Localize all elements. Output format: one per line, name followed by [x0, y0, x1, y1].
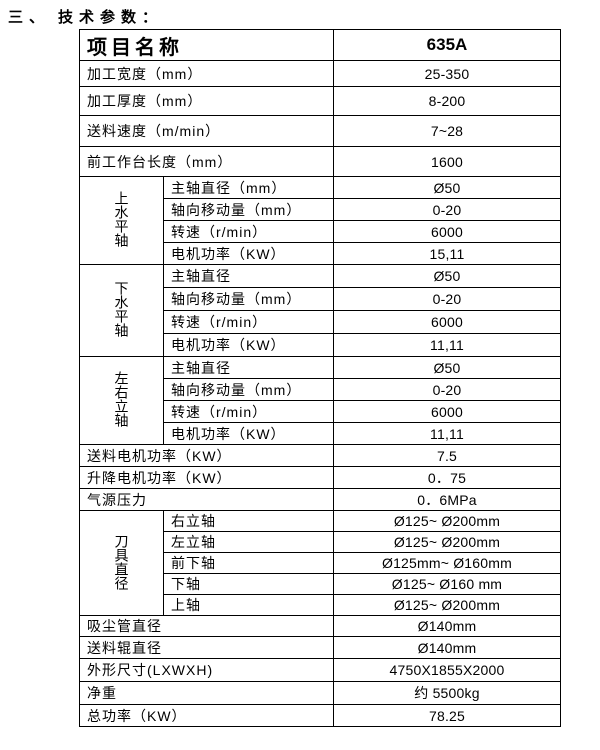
spec-label: 电机功率（KW）	[163, 422, 334, 445]
spec-label: 前工作台长度（mm）	[79, 146, 334, 177]
spec-label: 轴向移动量（mm）	[163, 287, 334, 311]
row-processing-thickness: 加工厚度（mm） 8-200	[79, 86, 561, 116]
row-tool-right-vertical-shaft: 刀具直径 右立轴 Ø125~ Ø200mm	[79, 510, 561, 616]
column-header-item-name: 项目名称	[79, 29, 334, 61]
group-label-lower-horizontal-shaft: 下水平轴	[79, 264, 164, 357]
spec-value: 1600	[333, 146, 561, 177]
spec-value: Ø140mm	[333, 636, 561, 659]
row-air-pressure: 气源压力 0．6MPa	[79, 488, 561, 511]
spec-value: Ø50	[333, 176, 561, 199]
spec-label: 外形尺寸(LXWXH)	[79, 658, 334, 682]
spec-label: 气源压力	[79, 488, 334, 511]
row-net-weight: 净重 约 5500kg	[79, 681, 561, 705]
spec-value: 0．6MPa	[333, 488, 561, 511]
row-lower-spindle-diameter: 下水平轴 主轴直径 Ø50	[79, 264, 561, 357]
spec-value: 0．75	[333, 466, 561, 489]
group-label-text: 下水平轴	[113, 281, 130, 337]
spec-value: Ø50	[333, 356, 561, 379]
spec-value: Ø125~ Ø200mm	[333, 594, 561, 616]
spec-value: 6000	[333, 400, 561, 423]
spec-label: 主轴直径	[163, 264, 334, 288]
column-header-model: 635A	[333, 29, 561, 61]
spec-value: 78.25	[333, 704, 561, 727]
spec-table: 项目名称 635A 加工宽度（mm） 25-350 加工厚度（mm） 8-200…	[79, 29, 561, 727]
spec-label: 送料辊直径	[79, 636, 334, 659]
spec-value: Ø50	[333, 264, 561, 288]
group-label-text: 左右立轴	[113, 371, 130, 427]
spec-label: 上轴	[163, 594, 334, 616]
spec-value: Ø125~ Ø160 mm	[333, 573, 561, 595]
row-lift-motor-power: 升降电机功率（KW） 0．75	[79, 466, 561, 489]
group-label-tool-diameter: 刀具直径	[79, 510, 164, 616]
section-number: 三、	[8, 9, 51, 26]
row-lower-motor-power: 电机功率（KW） 11,11	[80, 333, 561, 357]
spec-value: 11,11	[333, 422, 561, 445]
spec-value: 7.5	[333, 444, 561, 467]
row-dust-pipe-diameter: 吸尘管直径 Ø140mm	[79, 615, 561, 637]
group-label-text: 上水平轴	[113, 191, 130, 247]
spec-value: 0-20	[333, 378, 561, 401]
spec-value: 0-20	[333, 287, 561, 311]
group-label-upper-horizontal-shaft: 上水平轴	[79, 176, 164, 265]
spec-label: 转速（r/min）	[163, 400, 334, 423]
spec-value: 7~28	[333, 115, 561, 147]
row-total-power: 总功率（KW） 78.25	[79, 704, 561, 727]
spec-value: 8-200	[333, 86, 561, 116]
spec-value: 25-350	[333, 60, 561, 87]
spec-label: 加工宽度（mm）	[79, 60, 334, 87]
row-side-spindle-diameter: 左右立轴 主轴直径 Ø50	[79, 356, 561, 445]
spec-label: 转速（r/min）	[163, 220, 334, 243]
spec-label: 净重	[79, 681, 334, 705]
spec-value: 4750X1855X2000	[333, 658, 561, 682]
row-feed-roller-diameter: 送料辊直径 Ø140mm	[79, 636, 561, 659]
spec-value: 约 5500kg	[333, 681, 561, 705]
spec-value: Ø125~ Ø200mm	[333, 531, 561, 553]
spec-label: 总功率（KW）	[79, 704, 334, 727]
row-side-rotation-speed: 转速（r/min） 6000	[80, 400, 561, 423]
row-upper-spindle-diameter: 上水平轴 主轴直径（mm） Ø50	[79, 176, 561, 265]
spec-label: 电机功率（KW）	[163, 242, 334, 265]
section-title-text: 技术参数：	[58, 9, 164, 26]
spec-value: 6000	[333, 310, 561, 334]
spec-value: 6000	[333, 220, 561, 243]
row-tool-left-vertical-shaft: 左立轴 Ø125~ Ø200mm	[80, 531, 561, 553]
spec-value: Ø140mm	[333, 615, 561, 637]
row-tool-lower-shaft: 下轴 Ø125~ Ø160 mm	[80, 573, 561, 595]
group-label-text: 刀具直径	[113, 533, 130, 590]
spec-label: 左立轴	[163, 531, 334, 553]
spec-label: 加工厚度（mm）	[79, 86, 334, 116]
spec-value: 15,11	[333, 242, 561, 265]
row-feed-motor-power: 送料电机功率（KW） 7.5	[79, 444, 561, 467]
spec-value: 0-20	[333, 198, 561, 221]
row-front-table-length: 前工作台长度（mm） 1600	[79, 146, 561, 177]
spec-label: 前下轴	[163, 552, 334, 574]
spec-label: 主轴直径	[163, 356, 334, 379]
spec-label: 右立轴	[163, 510, 334, 532]
spec-value: Ø125mm~ Ø160mm	[333, 552, 561, 574]
spec-label: 送料速度（m/min）	[79, 115, 334, 147]
spec-label: 主轴直径（mm）	[163, 176, 334, 199]
row-overall-dimensions: 外形尺寸(LXWXH) 4750X1855X2000	[79, 658, 561, 682]
spec-label: 轴向移动量（mm）	[163, 198, 334, 221]
spec-label: 送料电机功率（KW）	[79, 444, 334, 467]
row-tool-upper-shaft: 上轴 Ø125~ Ø200mm	[80, 594, 561, 616]
spec-label: 升降电机功率（KW）	[79, 466, 334, 489]
group-label-side-vertical-shafts: 左右立轴	[79, 356, 164, 445]
spec-value: 11,11	[333, 333, 561, 357]
section-title: 三、 技术参数：	[8, 6, 163, 27]
spec-label: 轴向移动量（mm）	[163, 378, 334, 401]
spec-label: 吸尘管直径	[79, 615, 334, 637]
row-tool-front-lower-shaft: 前下轴 Ø125mm~ Ø160mm	[80, 552, 561, 574]
row-processing-width: 加工宽度（mm） 25-350	[79, 60, 561, 87]
table-header-row: 项目名称 635A	[79, 29, 561, 61]
spec-value: Ø125~ Ø200mm	[333, 510, 561, 532]
spec-label: 转速（r/min）	[163, 310, 334, 334]
spec-label: 电机功率（KW）	[163, 333, 334, 357]
spec-label: 下轴	[163, 573, 334, 595]
row-feed-speed: 送料速度（m/min） 7~28	[79, 115, 561, 147]
row-upper-motor-power: 电机功率（KW） 15,11	[80, 242, 561, 265]
